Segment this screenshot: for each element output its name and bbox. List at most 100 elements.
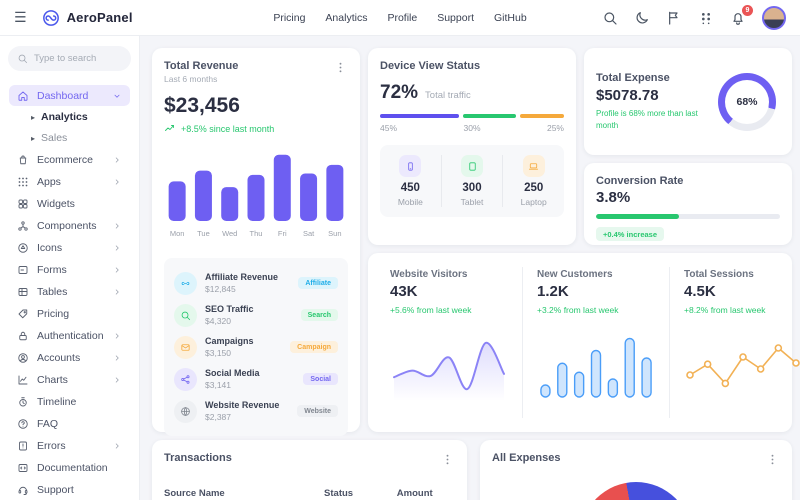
header-actions: 9 bbox=[602, 4, 786, 30]
card-title: Conversion Rate bbox=[596, 175, 684, 187]
sidebar-item-documentation[interactable]: Documentation bbox=[9, 457, 130, 478]
traffic-value: 72% bbox=[380, 82, 419, 103]
pricing-icon bbox=[18, 309, 28, 318]
sidebar-item-label: Components bbox=[37, 219, 97, 232]
nav-link-profile[interactable]: Profile bbox=[387, 11, 418, 24]
bell-button[interactable]: 9 bbox=[730, 4, 753, 27]
sidebar-item-components[interactable]: Components bbox=[9, 215, 130, 236]
sidebar-item-authentication[interactable]: Authentication bbox=[9, 325, 130, 346]
revenue-source-row[interactable]: Website Revenue $2,387 Website bbox=[174, 395, 338, 427]
sidebar-menu: Dashboard ▸ Analytics ▸ Sales Ecommerce Apps Wi… bbox=[0, 85, 139, 500]
menu-toggle-icon[interactable]: ☰ bbox=[14, 9, 27, 25]
main-content: Total Revenue Last 6 months $23,456 +8.5… bbox=[140, 36, 800, 500]
user-avatar[interactable] bbox=[762, 5, 786, 30]
kebab-menu-icon[interactable] bbox=[334, 60, 348, 74]
search-input[interactable] bbox=[34, 53, 122, 64]
sidebar-item-label: Sales bbox=[41, 132, 68, 144]
docs-icon bbox=[18, 463, 28, 472]
nav-link-support[interactable]: Support bbox=[437, 11, 474, 24]
sidebar-item-analytics[interactable]: ▸ Analytics bbox=[9, 107, 130, 127]
globe-icon bbox=[181, 406, 190, 416]
sidebar-item-apps[interactable]: Apps bbox=[9, 171, 130, 192]
chevron-right-icon bbox=[115, 443, 119, 448]
card-title: All Expenses bbox=[492, 452, 561, 464]
sidebar-search[interactable] bbox=[8, 46, 131, 71]
revenue-sources-list: Affiliate Revenue $12,845 Affiliate SEO … bbox=[164, 258, 348, 436]
sidebar-item-ecommerce[interactable]: Ecommerce bbox=[9, 149, 130, 170]
laptop-icon bbox=[529, 162, 539, 170]
device-stats: 450 Mobile 300 Tablet 250 Laptop bbox=[380, 145, 564, 217]
sidebar-item-label: Accounts bbox=[37, 351, 81, 364]
expense-donut-chart: 68% bbox=[718, 72, 776, 131]
svg-text:Fri: Fri bbox=[278, 229, 287, 238]
brand[interactable]: AeroPanel bbox=[41, 8, 133, 28]
caret-icon: ▸ bbox=[31, 112, 36, 122]
search-button[interactable] bbox=[602, 9, 620, 27]
sidebar-item-label: Charts bbox=[37, 373, 68, 386]
source-badge: Campaign bbox=[290, 341, 338, 353]
apps-button[interactable] bbox=[698, 9, 716, 27]
sidebar-item-sales[interactable]: ▸ Sales bbox=[9, 128, 130, 148]
top-nav: Pricing Analytics Profile Support GitHub bbox=[273, 12, 526, 24]
nav-link-pricing[interactable]: Pricing bbox=[273, 11, 306, 24]
svg-text:Tue: Tue bbox=[197, 229, 210, 238]
revenue-source-row[interactable]: Social Media $3,141 Social bbox=[174, 363, 338, 395]
revenue-source-row[interactable]: Affiliate Revenue $12,845 Affiliate bbox=[174, 267, 338, 299]
source-name: Website Revenue bbox=[205, 400, 280, 411]
device-count: 300 bbox=[462, 182, 482, 194]
source-name: Campaigns bbox=[205, 336, 254, 347]
svg-text:Sun: Sun bbox=[328, 229, 341, 238]
flag-button[interactable] bbox=[666, 9, 684, 27]
kebab-menu-icon[interactable] bbox=[441, 452, 455, 466]
sidebar-item-widgets[interactable]: Widgets bbox=[9, 193, 130, 214]
stat-trend: +8.2% from last week bbox=[684, 305, 766, 315]
segment-label: 45% bbox=[380, 123, 398, 133]
sidebar-item-timeline[interactable]: Timeline bbox=[9, 391, 130, 412]
sidebar-item-faq[interactable]: FAQ bbox=[9, 413, 130, 434]
moon-button[interactable] bbox=[634, 9, 652, 27]
nav-link-github[interactable]: GitHub bbox=[493, 11, 527, 24]
sidebar-item-accounts[interactable]: Accounts bbox=[9, 347, 130, 368]
stat-trend: +5.6% from last week bbox=[390, 305, 472, 315]
sidebar-item-pricing[interactable]: Pricing bbox=[9, 303, 130, 324]
traffic-caption: Total traffic bbox=[425, 90, 471, 101]
revenue-source-row[interactable]: SEO Traffic $4,320 Search bbox=[174, 299, 338, 331]
device-icon-wrap bbox=[522, 155, 545, 177]
visitors-area-chart bbox=[393, 341, 505, 401]
sidebar-item-errors[interactable]: Errors bbox=[9, 435, 130, 456]
source-name: SEO Traffic bbox=[205, 304, 254, 315]
sidebar-item-forms[interactable]: Forms bbox=[9, 259, 130, 280]
sidebar-item-charts[interactable]: Charts bbox=[9, 369, 130, 390]
mail-icon bbox=[181, 343, 190, 351]
nav-link-analytics[interactable]: Analytics bbox=[325, 11, 368, 24]
kebab-menu-icon[interactable] bbox=[766, 452, 780, 466]
sidebar-item-dashboard[interactable]: Dashboard bbox=[9, 85, 130, 106]
conversion-badge: +0.4% increase bbox=[596, 227, 664, 241]
stat-value: 1.2K bbox=[537, 283, 569, 300]
sidebar-item-icons[interactable]: Icons bbox=[9, 237, 130, 258]
stat-trend: +3.2% from last week bbox=[537, 305, 619, 315]
revenue-source-row[interactable]: Campaigns $3,150 Campaign bbox=[174, 331, 338, 363]
flag-icon bbox=[669, 11, 678, 25]
total-expense-card: Total Expense $5078.78 Profile is 68% mo… bbox=[584, 48, 792, 155]
traffic-segment-bar bbox=[380, 114, 564, 118]
source-badge: Social bbox=[303, 373, 338, 385]
segment-label: 25% bbox=[546, 123, 564, 133]
device-stat-tablet: 300 Tablet bbox=[440, 155, 503, 207]
segment-label: 30% bbox=[463, 123, 481, 133]
source-icon-wrap bbox=[174, 303, 197, 327]
device-count: 250 bbox=[524, 182, 544, 194]
chevron-right-icon bbox=[115, 267, 119, 272]
svg-text:Wed: Wed bbox=[222, 229, 237, 238]
sidebar-item-label: Widgets bbox=[37, 197, 75, 210]
chevron-right-icon bbox=[115, 157, 119, 162]
sidebar-item-label: Authentication bbox=[37, 329, 104, 342]
sidebar-item-tables[interactable]: Tables bbox=[9, 281, 130, 302]
chevron-right-icon bbox=[115, 377, 119, 382]
forms-icon bbox=[18, 265, 28, 274]
search-icon bbox=[181, 311, 191, 320]
expenses-pie-chart bbox=[580, 482, 692, 500]
source-badge: Website bbox=[297, 405, 338, 417]
chevron-right-icon bbox=[115, 333, 119, 338]
sidebar-item-support[interactable]: Support bbox=[9, 479, 130, 500]
